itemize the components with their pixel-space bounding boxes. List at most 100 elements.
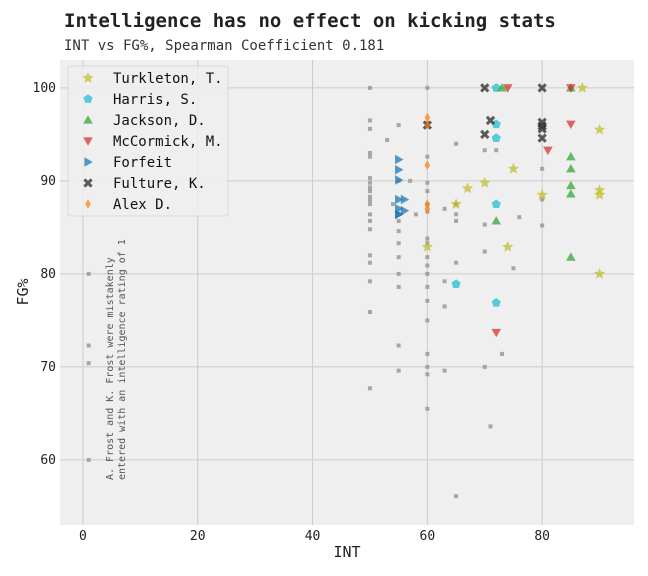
background-point (454, 260, 459, 265)
background-point (425, 351, 430, 356)
background-point (396, 343, 401, 348)
annotation-line-1: A. Frost and K. Frost were mistakenly (105, 257, 116, 480)
x-tick-label: 0 (79, 529, 87, 544)
point-forfeit (395, 209, 404, 220)
background-points (86, 85, 545, 499)
legend-marker-jackson-d (83, 115, 93, 124)
y-tick-label: 70 (40, 360, 56, 375)
background-point (367, 310, 372, 315)
background-point (454, 494, 459, 499)
series-points (395, 81, 606, 338)
background-point (425, 284, 430, 289)
background-point (86, 343, 91, 348)
point-jackson-d (491, 216, 502, 225)
background-point (367, 253, 372, 258)
background-point (425, 255, 430, 260)
x-tick-label: 40 (305, 529, 321, 544)
background-point (425, 372, 430, 377)
chart-subtitle: INT vs FG%, Spearman Coefficient 0.181 (64, 38, 385, 54)
legend-marker-fulture-k (83, 178, 93, 188)
background-point (482, 148, 487, 153)
legend-label-turkleton-t: Turkleton, T. (113, 71, 223, 87)
point-fulture-k (537, 83, 547, 93)
point-alex-d (424, 112, 431, 123)
point-fulture-k (480, 129, 490, 140)
point-forfeit (395, 175, 404, 185)
y-tick-label: 90 (40, 174, 56, 189)
background-point (425, 236, 430, 241)
background-point (425, 85, 430, 90)
point-jackson-d (566, 180, 576, 190)
background-point (425, 189, 430, 194)
point-turkleton-t (507, 162, 520, 174)
legend-label-jackson-d: Jackson, D. (113, 113, 206, 129)
background-point (540, 166, 545, 171)
background-point (367, 194, 372, 199)
point-harris-s (491, 297, 501, 307)
background-point (408, 178, 413, 183)
background-point (540, 197, 545, 202)
point-turkleton-t (461, 182, 474, 194)
background-point (367, 154, 372, 159)
point-fulture-k (537, 124, 547, 134)
background-point (367, 279, 372, 284)
point-turkleton-t (576, 81, 588, 93)
y-axis-label: FG% (14, 278, 32, 305)
background-point (425, 154, 430, 159)
point-alex-d (424, 120, 431, 130)
point-jackson-d (566, 189, 576, 198)
background-point (367, 185, 372, 190)
background-point (367, 218, 372, 223)
point-forfeit (400, 194, 410, 205)
background-point (367, 212, 372, 217)
legend-marker-turkleton-t (82, 72, 94, 83)
legend-marker-harris-s (83, 94, 93, 103)
point-forfeit (395, 164, 404, 175)
background-point (454, 141, 459, 146)
legend-label-alex-d: Alex D. (113, 197, 172, 213)
point-harris-s (451, 279, 461, 288)
point-alex-d (424, 204, 431, 214)
background-point (442, 368, 447, 373)
background-point (442, 279, 447, 284)
background-point (396, 271, 401, 276)
background-point (517, 215, 522, 220)
point-forfeit (400, 205, 410, 216)
background-point (367, 198, 372, 203)
background-point (86, 361, 91, 366)
background-point (86, 457, 91, 462)
point-harris-s (491, 119, 501, 129)
point-alex-d (424, 160, 431, 170)
background-point (367, 180, 372, 185)
background-point (396, 255, 401, 260)
point-mccormick-m (566, 120, 576, 129)
background-point (454, 218, 459, 223)
background-point (482, 364, 487, 369)
legend-label-harris-s: Harris, S. (113, 92, 197, 108)
background-point (442, 304, 447, 309)
legend: Turkleton, T. Harris, S. Jackson, D. McCorm… (67, 65, 229, 217)
background-point (425, 406, 430, 411)
background-point (425, 298, 430, 303)
background-point (367, 176, 372, 181)
background-point (396, 368, 401, 373)
point-mccormick-m (502, 84, 513, 93)
x-axis-label: INT (333, 543, 360, 561)
background-point (367, 386, 372, 391)
point-jackson-d (497, 83, 507, 92)
point-harris-s (491, 199, 501, 208)
legend-label-forfeit: Forfeit (113, 155, 172, 171)
legend-box (67, 65, 229, 217)
legend-label-fulture-k: Fulture, K. (113, 176, 206, 192)
background-point (367, 189, 372, 194)
background-point (482, 222, 487, 227)
background-point (367, 202, 372, 207)
y-tick-label: 100 (33, 81, 56, 96)
point-mccormick-m (566, 84, 576, 93)
background-point (442, 206, 447, 211)
background-point (482, 249, 487, 254)
point-turkleton-t (593, 188, 606, 200)
legend-marker-forfeit (84, 157, 93, 167)
background-point (425, 263, 430, 268)
annotation: A. Frost and K. Frost were mistakenly en… (105, 239, 128, 480)
